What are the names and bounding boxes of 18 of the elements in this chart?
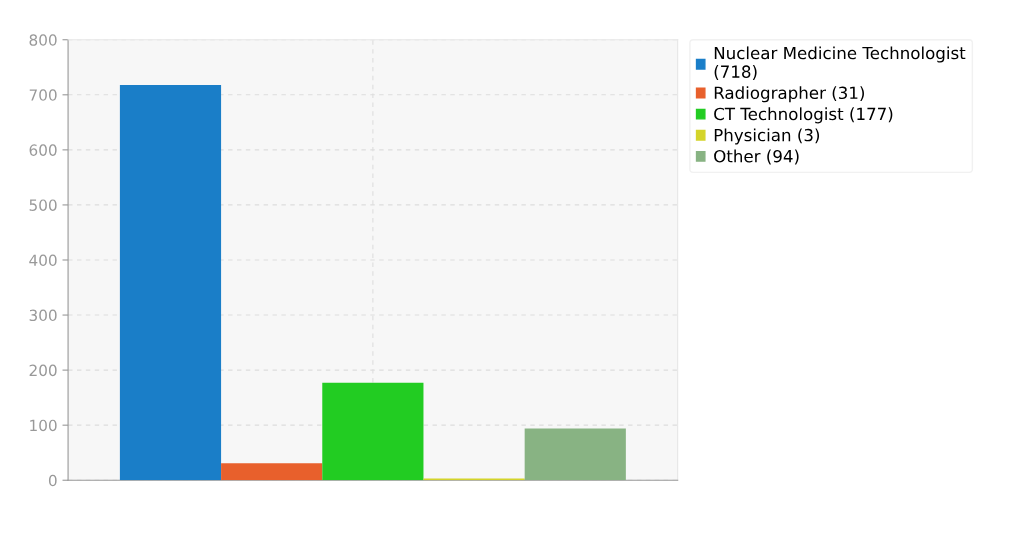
legend-label: Other (94) [714, 149, 799, 165]
y-tick-label: 100 [30, 419, 57, 432]
y-tick-label: 400 [29, 254, 57, 267]
legend-label: CT Technologist (177) [714, 107, 893, 124]
legend-label: Physician (3) [714, 128, 820, 145]
legend-label: Radiographer (31) [714, 86, 864, 103]
y-tick-label: 800 [29, 34, 57, 46]
bar [322, 382, 424, 481]
y-tick-label: 600 [29, 144, 57, 156]
legend-label: Nuclear Medicine Technologist (718) [714, 46, 966, 80]
y-tick-label: 500 [29, 199, 57, 211]
bar [221, 463, 323, 481]
y-tick-label: 300 [29, 309, 57, 322]
bar [119, 84, 222, 481]
bar [524, 428, 626, 481]
y-tick-label: 0 [48, 474, 57, 487]
y-tick-label: 700 [29, 89, 57, 101]
y-tick-label: 200 [29, 364, 57, 377]
